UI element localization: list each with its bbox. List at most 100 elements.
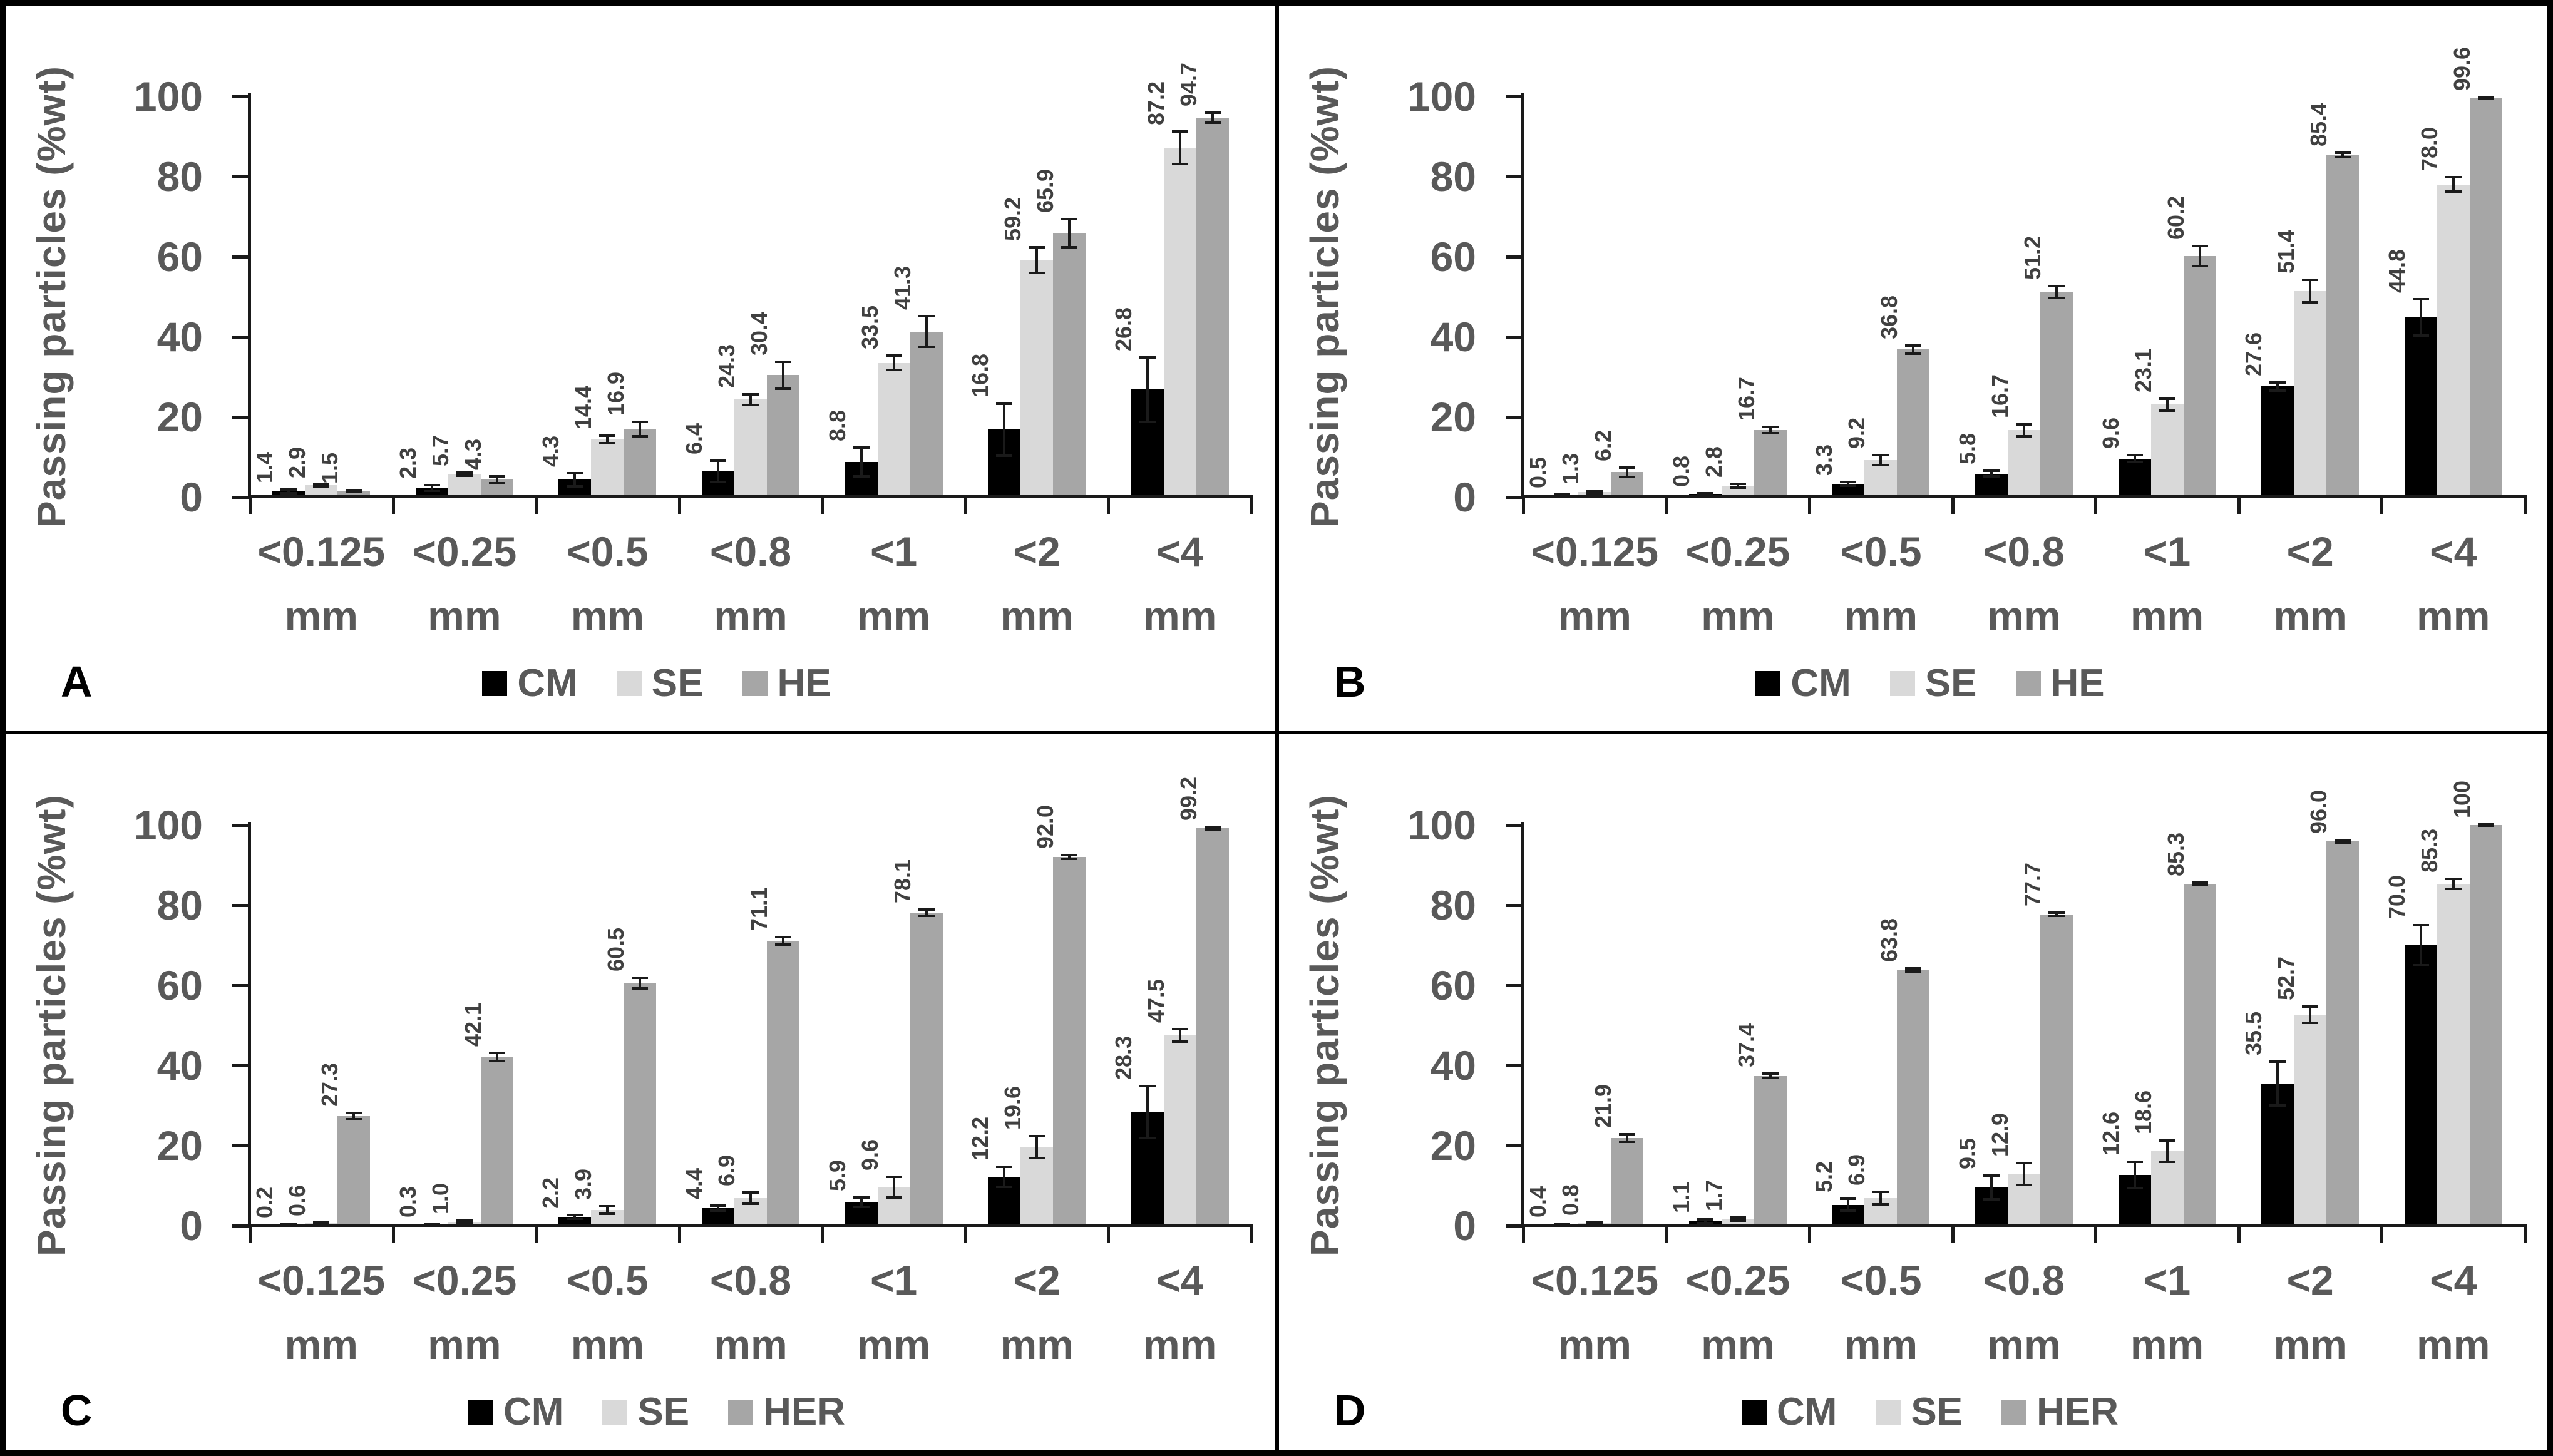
legend: CM SE HER xyxy=(250,1392,1064,1433)
bar-he-<4mm xyxy=(1196,117,1229,497)
bar-cm-<4mm xyxy=(2404,317,2437,497)
error-bar-cap-top xyxy=(918,908,935,911)
error-bar-cap-top xyxy=(1840,1197,1857,1201)
error-bar-cap-top xyxy=(1905,344,1922,347)
error-bar-line xyxy=(2276,1061,2279,1105)
bar-data-label: 37.4 xyxy=(1733,1023,1759,1068)
error-bar-cap-bottom xyxy=(1762,432,1779,435)
error-bar-cap-bottom xyxy=(2126,1187,2143,1190)
legend-swatch-he xyxy=(2015,671,2041,696)
x-category-unit-label: mm xyxy=(856,1321,931,1368)
error-bar-cap-bottom xyxy=(567,484,583,488)
error-bar-line xyxy=(2452,879,2455,889)
error-bar-cap-top xyxy=(1729,482,1746,485)
bar-data-label: 0.5 xyxy=(1525,457,1551,489)
legend-label-he: HE xyxy=(777,662,831,705)
error-bar-cap-top xyxy=(885,354,902,357)
legend-swatch-he xyxy=(742,671,768,696)
error-bar-cap-top xyxy=(2016,1162,2032,1165)
bar-data-label: 26.8 xyxy=(1110,307,1136,352)
bar-data-label: 51.2 xyxy=(2020,235,2045,280)
error-bar-cap-bottom xyxy=(775,387,791,390)
error-bar-cap-bottom xyxy=(1139,420,1156,423)
x-category-label: <0.8 xyxy=(1983,528,2065,575)
y-axis-tick xyxy=(1506,1144,1523,1147)
error-bar-cap-top xyxy=(1619,1133,1636,1136)
bar-data-label: 5.2 xyxy=(1811,1161,1837,1193)
x-axis-line xyxy=(1521,495,2527,498)
y-axis-tick xyxy=(232,336,249,339)
error-bar-cap-top xyxy=(1204,111,1221,115)
error-bar-line xyxy=(1035,247,1039,273)
error-bar-line xyxy=(287,490,290,493)
error-bar-line xyxy=(1912,968,1915,972)
x-axis-tick xyxy=(2380,495,2384,514)
bar-data-label: 92.0 xyxy=(1032,804,1059,849)
error-bar-cap-bottom xyxy=(853,474,870,478)
x-axis-tick xyxy=(677,495,681,514)
x-category-label: <0.125 xyxy=(257,528,386,575)
error-bar-line xyxy=(352,1113,356,1120)
error-bar-cap-top xyxy=(2016,423,2032,426)
bar-he-<0.8mm xyxy=(767,375,799,497)
error-bar-cap-bottom xyxy=(1697,493,1713,496)
error-bar-cap-bottom xyxy=(632,987,649,990)
error-bar-cap-bottom xyxy=(1872,1203,1889,1206)
x-category-unit-label: mm xyxy=(2273,1321,2347,1368)
bar-he-<0.8mm xyxy=(2040,292,2073,497)
x-category-unit-label: mm xyxy=(570,593,645,639)
error-bar-line xyxy=(892,356,895,371)
y-axis-tick-label: 40 xyxy=(1430,1042,1476,1089)
error-bar-line xyxy=(430,484,433,491)
error-bar-cap-top xyxy=(742,392,759,396)
bar-data-label: 1.0 xyxy=(427,1183,453,1215)
error-bar-cap-top xyxy=(2269,381,2286,384)
y-axis-tick xyxy=(232,416,249,419)
x-category-label: <0.8 xyxy=(709,528,792,575)
error-bar-cap-bottom xyxy=(1905,970,1922,973)
y-axis-tick xyxy=(1506,255,1523,259)
x-category-unit-label: mm xyxy=(2417,593,2490,639)
bar-data-label: 28.3 xyxy=(1110,1036,1136,1080)
error-bar-cap-bottom xyxy=(1139,1137,1156,1140)
error-bar-cap-top xyxy=(996,402,1013,405)
x-axis-tick xyxy=(2524,1224,2527,1243)
error-bar-cap-top xyxy=(346,1112,362,1115)
bar-data-label: 6.4 xyxy=(681,423,707,454)
bar-data-label: 9.6 xyxy=(856,1139,883,1171)
x-category-unit-label: mm xyxy=(2417,1321,2490,1368)
bar-data-label: 8.8 xyxy=(824,409,850,441)
x-category-label: <4 xyxy=(2430,528,2477,575)
bar-data-label: 4.3 xyxy=(538,436,564,468)
y-axis-tick xyxy=(1506,1224,1523,1228)
error-bar-line xyxy=(1847,481,1850,486)
y-axis-tick xyxy=(1506,175,1523,178)
x-axis-tick xyxy=(2094,495,2098,514)
legend-item-her: HER xyxy=(728,1392,845,1433)
legend-swatch-se xyxy=(616,671,642,696)
y-axis-line xyxy=(248,822,251,1228)
x-axis-tick xyxy=(821,495,824,514)
error-bar-line xyxy=(1912,346,1915,354)
y-axis-tick-label: 100 xyxy=(133,73,203,120)
error-bar-cap-bottom xyxy=(1171,162,1188,165)
bar-data-label: 5.7 xyxy=(427,434,453,466)
error-bar-line xyxy=(463,472,466,476)
error-bar-cap-bottom xyxy=(456,1221,473,1224)
x-axis-tick xyxy=(249,1224,252,1243)
error-bar-cap-top xyxy=(2335,151,2351,154)
error-bar-line xyxy=(1769,427,1772,434)
bar-her-<0.5mm xyxy=(1897,970,1930,1226)
bar-data-label: 3.9 xyxy=(570,1168,597,1200)
bar-he-<0.5mm xyxy=(624,429,657,497)
y-axis-tick xyxy=(232,95,249,98)
bar-se-<0.8mm xyxy=(734,399,767,497)
error-bar-line xyxy=(717,1206,719,1211)
legend-swatch-cm xyxy=(1741,1400,1767,1425)
error-bar-cap-top xyxy=(2126,1161,2143,1164)
y-axis-title: Passing particles (%wt) xyxy=(11,66,92,528)
bar-he-<2mm xyxy=(2326,155,2360,497)
bar-cm-<4mm xyxy=(2404,945,2437,1226)
error-bar-line xyxy=(2133,454,2136,463)
x-category-label: <0.5 xyxy=(567,1257,649,1303)
